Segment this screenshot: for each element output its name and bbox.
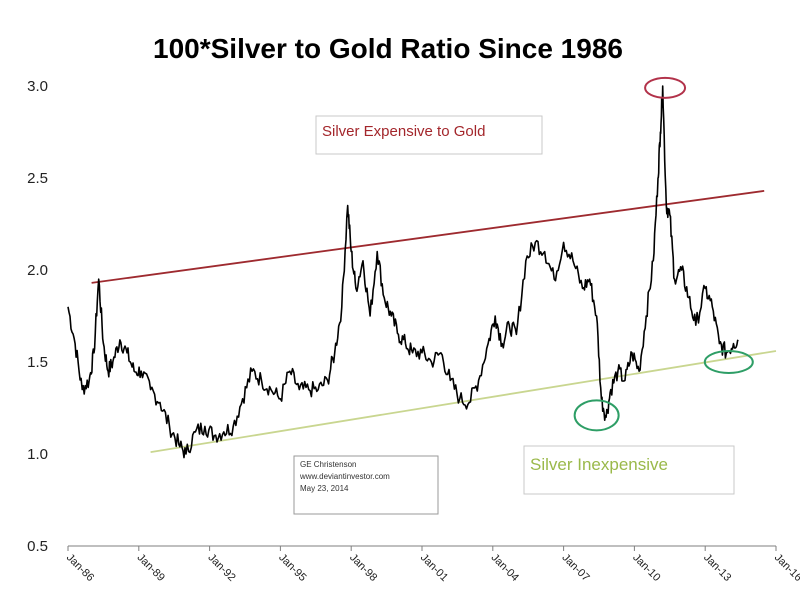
y-tick-label: 3.0 [27,78,48,95]
series-line [67,85,739,459]
highlight-ellipse [644,76,687,99]
y-tick-label: 2.0 [27,262,48,279]
y-tick-label: 2.5 [27,170,48,187]
highlight-ellipse [573,399,620,432]
expensive-annotation-box [315,115,543,155]
credit-box [293,455,439,515]
credit-line-website: www.deviantinvestor.com [299,472,390,481]
inexpensive-annotation-label: Silver Inexpensive [530,455,668,474]
inexpensive-annotation-box [523,445,735,495]
y-axis: 0.5 1.0 1.5 2.0 2.5 3.0 [27,78,48,555]
highlight-circles [573,76,754,432]
trendlines [91,189,777,454]
credit-line-date: May 23, 2014 [300,484,349,493]
highlight-ellipse [703,350,754,374]
data-series [67,85,739,459]
trendline-lower [150,350,777,454]
y-tick-label: 0.5 [27,538,48,555]
trendline-upper [91,189,765,284]
credit-line-author: GE Christenson [300,460,356,469]
y-tick-label: 1.5 [27,354,48,371]
expensive-annotation-label: Silver Expensive to Gold [322,123,485,140]
y-tick-label: 1.0 [27,446,48,463]
chart-title: 100*Silver to Gold Ratio Since 1986 [153,33,623,64]
